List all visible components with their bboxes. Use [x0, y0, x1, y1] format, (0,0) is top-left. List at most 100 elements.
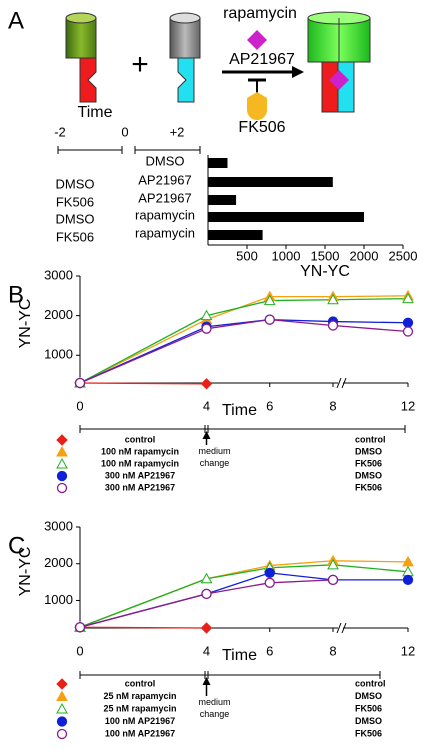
x-tick-label: 2500 [389, 248, 418, 263]
rapamycin-label: rapamycin [223, 5, 297, 22]
legend-post-label: FK506 [355, 458, 382, 468]
y-tick-label: 3000 [44, 267, 73, 282]
legend-label: 100 nM AP21967 [105, 728, 175, 738]
x-tick-label: 6 [266, 398, 273, 413]
annotation: medium change [198, 446, 230, 468]
arrow-head [202, 677, 211, 685]
legend-post-label: control [355, 434, 386, 444]
fk506-label: FK506 [238, 119, 285, 136]
marker [264, 314, 275, 325]
bar [208, 230, 263, 240]
marker [200, 622, 213, 634]
x-tick-label: 2000 [350, 248, 379, 263]
time-label: Time [78, 104, 113, 121]
legend-post-label: FK506 [355, 728, 382, 738]
time-point: 0 [121, 124, 128, 139]
legend-marker [56, 678, 68, 690]
legend-marker [56, 457, 68, 469]
legend-label: 100 nM AP21967 [105, 716, 175, 726]
legend-label: control [125, 434, 156, 444]
bar [208, 158, 228, 168]
bar [208, 195, 237, 205]
legend-label: 100 nM rapamycin [101, 458, 179, 468]
x-tick-label: 1000 [272, 248, 301, 263]
legend-marker [56, 445, 68, 457]
legend-label: 100 nM rapamycin [101, 446, 179, 456]
legend-marker [56, 690, 68, 701]
legend-post-label: DMSO [355, 691, 382, 701]
marker [327, 574, 339, 586]
protein-b [169, 12, 201, 103]
marker [201, 323, 212, 334]
legend-marker [56, 716, 68, 727]
legend-post-label: FK506 [355, 482, 382, 492]
legend-marker [56, 482, 68, 494]
series-line [79, 564, 409, 628]
y-tick-label: 2000 [44, 307, 73, 322]
marker [263, 294, 276, 306]
axis-break [336, 377, 342, 389]
axis-break [336, 622, 342, 634]
series-line [79, 318, 409, 384]
x-tick-label: 1500 [311, 248, 340, 263]
marker [200, 309, 213, 321]
series-line [79, 382, 207, 385]
time-point: -2 [54, 124, 66, 139]
x-tick-label: 8 [329, 643, 336, 658]
marker [327, 293, 339, 305]
marker [200, 572, 213, 584]
legend-label: 300 nM AP21967 [105, 482, 175, 492]
pretreatment-label: DMSO [56, 176, 95, 191]
marker [264, 577, 275, 588]
y-axis-label: YN-YC [17, 299, 34, 349]
axis-break [341, 377, 347, 389]
marker [327, 320, 339, 331]
legend-label: 300 nM AP21967 [105, 470, 175, 480]
bar [208, 177, 333, 187]
panel-label: A [8, 7, 24, 34]
complex [307, 11, 371, 113]
marker [74, 622, 86, 633]
x-tick-label: 6 [266, 643, 273, 658]
marker [402, 574, 414, 586]
legend-marker [56, 702, 68, 714]
treatment-label: DMSO [146, 153, 185, 168]
legend-post-label: DMSO [355, 446, 382, 456]
legend-label: 25 nM rapamycin [103, 691, 176, 701]
series-line [79, 318, 409, 384]
pretreatment-label: FK506 [56, 229, 94, 244]
pretreatment-label: DMSO [56, 211, 95, 226]
legend-post-label: control [355, 678, 386, 688]
marker [264, 567, 275, 579]
series-line [79, 560, 409, 628]
series-line [79, 626, 207, 629]
fk506-icon [247, 92, 267, 120]
legend-post-label: DMSO [355, 470, 382, 480]
rapamycin-icon [247, 30, 267, 50]
marker [74, 377, 86, 389]
series-line [79, 295, 409, 384]
panel-label: B [8, 281, 24, 308]
series-line [79, 579, 334, 628]
marker [402, 326, 414, 337]
arrow-head [202, 431, 211, 439]
y-tick-label: 1000 [44, 347, 73, 362]
legend-post-label: FK506 [355, 703, 382, 713]
x-tick-label: 12 [401, 643, 415, 658]
treatment-label: rapamycin [135, 225, 195, 240]
x-axis-label: YN-YC [300, 263, 350, 280]
panel-label: C [8, 532, 25, 559]
x-axis-label: Time [222, 647, 257, 664]
ap21967-label: AP21967 [229, 51, 295, 68]
marker [200, 378, 213, 390]
marker [327, 558, 339, 570]
series-line [79, 297, 409, 384]
x-tick-label: 4 [203, 398, 210, 413]
bar [208, 212, 364, 222]
legend-marker [56, 434, 68, 446]
legend-label: control [125, 678, 156, 688]
y-tick-label: 2000 [44, 555, 73, 570]
x-tick-label: 0 [76, 643, 83, 658]
series-line [79, 572, 408, 628]
